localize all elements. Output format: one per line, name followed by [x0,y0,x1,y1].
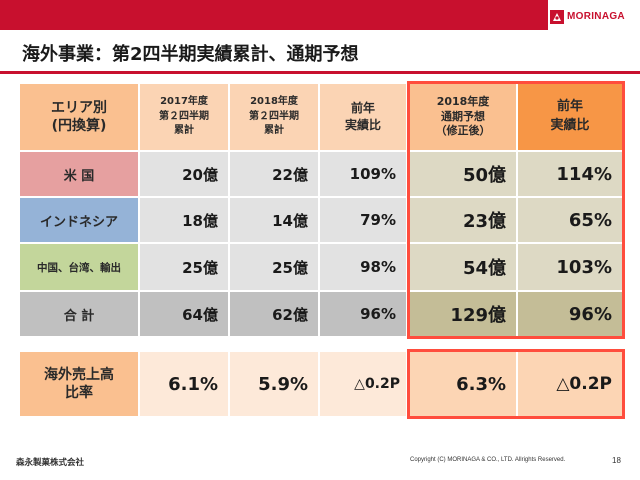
row-total-forecast-yoy: 96% [518,292,622,336]
ratio-yoy: △0.2P [320,352,406,416]
row-us-yoy: 109% [320,152,406,196]
page-title: 海外事業：第2四半期実績累計、通期予想 [22,44,359,65]
ratio-fy2018: 5.9% [230,352,318,416]
ratio-fy2017: 6.1% [140,352,228,416]
row-us-region: 米 国 [20,152,138,196]
ratio-forecast-yoy: △0.2P [518,352,622,416]
footer-copyright: Copyright (C) MORINAGA & CO., LTD. Allri… [410,457,566,463]
row-total-region: 合 計 [20,292,138,336]
header-forecast-yoy: 前年 実績比 [518,84,622,150]
row-china-yoy: 98% [320,244,406,290]
footer-company: 森永製菓株式会社 [16,458,85,468]
brand-name: MORINAGA [567,10,625,22]
row-us-fy2018: 22億 [230,152,318,196]
title-divider [0,71,640,74]
row-china-forecast: 54億 [410,244,516,290]
row-indonesia-region: インドネシア [20,198,138,242]
header-fy2018-forecast: 2018年度 通期予想 （修正後） [410,84,516,150]
row-indonesia-fy2017: 18億 [140,198,228,242]
page-number: 18 [612,456,621,465]
header-fy2017-q2: 2017年度 第２四半期 累計 [140,84,228,150]
row-china-fy2017: 25億 [140,244,228,290]
row-indonesia-yoy: 79% [320,198,406,242]
row-us-fy2017: 20億 [140,152,228,196]
header-fy2018-q2: 2018年度 第２四半期 累計 [230,84,318,150]
morinaga-logo: MORINAGA [550,8,625,24]
header-region: エリア別 (円換算) [20,84,138,150]
row-total-fy2017: 64億 [140,292,228,336]
ratio-label: 海外売上高 比率 [20,352,138,416]
row-total-fy2018: 62億 [230,292,318,336]
row-indonesia-fy2018: 14億 [230,198,318,242]
row-indonesia-forecast: 23億 [410,198,516,242]
angel-mark-icon [550,9,564,24]
row-total-yoy: 96% [320,292,406,336]
top-banner [0,0,548,30]
row-us-forecast: 50億 [410,152,516,196]
ratio-forecast: 6.3% [410,352,516,416]
row-china-fy2018: 25億 [230,244,318,290]
row-us-forecast-yoy: 114% [518,152,622,196]
header-yoy: 前年 実績比 [320,84,406,150]
row-total-forecast: 129億 [410,292,516,336]
row-indonesia-forecast-yoy: 65% [518,198,622,242]
row-china-region: 中国、台湾、輸出 [20,244,138,290]
row-china-forecast-yoy: 103% [518,244,622,290]
